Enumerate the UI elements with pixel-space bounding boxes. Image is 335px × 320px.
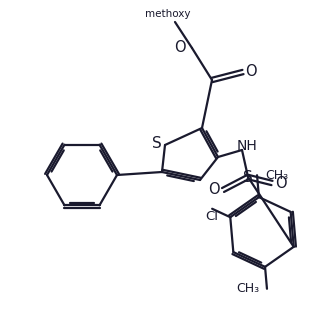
Text: S: S [243, 170, 253, 185]
Text: Cl: Cl [206, 210, 219, 223]
Text: O: O [208, 182, 220, 197]
Text: S: S [152, 137, 162, 151]
Text: CH₃: CH₃ [236, 282, 259, 295]
Text: methoxy: methoxy [145, 9, 191, 19]
Text: O: O [245, 65, 257, 79]
Text: O: O [275, 175, 287, 190]
Text: CH₃: CH₃ [265, 169, 288, 182]
Text: NH: NH [237, 139, 257, 153]
Text: O: O [174, 41, 186, 55]
